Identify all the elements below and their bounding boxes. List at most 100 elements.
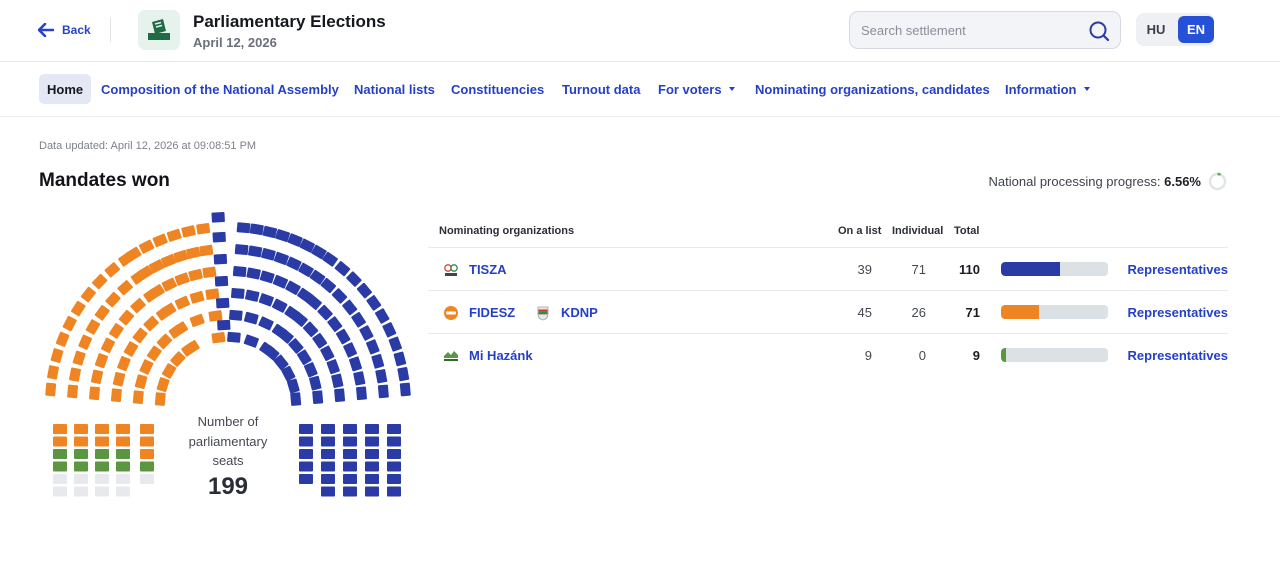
seat-tisza: [375, 369, 388, 384]
seat-tisza: [353, 371, 366, 386]
seat-fidesz: [55, 331, 70, 347]
seat-tisza: [262, 225, 278, 239]
seat-tisza: [258, 316, 274, 331]
seat-tisza: [303, 362, 318, 378]
seat-tisza: [263, 345, 280, 361]
seat-fidesz: [174, 295, 191, 310]
seat-tisza: [288, 338, 304, 354]
seat-tisza: [232, 266, 247, 277]
arrow-left-icon: [38, 23, 54, 37]
party-link-tisza[interactable]: TISZA: [443, 248, 507, 291]
party-link-mi-hazank[interactable]: Mi Hazánk: [443, 334, 533, 377]
seat-fidesz: [188, 268, 203, 282]
header-on-a-list: On a list: [838, 225, 882, 237]
seat-tisza: [343, 342, 358, 358]
on-list-value: 9: [864, 348, 872, 363]
fidesz-logo-icon: [444, 305, 458, 320]
seat-fidesz: [138, 239, 155, 254]
seat-tisza: [327, 316, 343, 332]
lang-hu-button[interactable]: HU: [1146, 22, 1166, 37]
seat-tisza: [343, 486, 357, 497]
seat-tisza: [234, 244, 249, 256]
search-input[interactable]: [850, 12, 1080, 48]
seat-fidesz: [134, 374, 148, 390]
nav-information[interactable]: Information: [1005, 74, 1090, 104]
seat-fidesz: [161, 363, 177, 379]
representatives-link[interactable]: Representatives: [1127, 305, 1228, 320]
seat-vacant: [53, 486, 67, 497]
seat-tisza: [258, 293, 274, 307]
seat-fidesz: [104, 262, 121, 278]
seat-tisza: [213, 253, 228, 265]
seat-fidesz: [140, 424, 154, 434]
app-title: Parliamentary Elections: [193, 12, 386, 31]
seat-tisza: [292, 311, 308, 327]
seat-tisza: [365, 424, 379, 434]
nav-constituencies[interactable]: Constituencies: [451, 81, 545, 97]
seat-tisza: [388, 336, 402, 352]
seat-fidesz: [90, 369, 104, 385]
seat-fidesz: [62, 315, 77, 332]
seat-fidesz: [189, 313, 205, 328]
top-header: Back Parliamentary Elections April 12, 2…: [0, 0, 1280, 62]
party-link-kdnp[interactable]: KDNP: [535, 291, 598, 334]
seat-mi-hazank: [53, 461, 67, 472]
seat-fidesz: [132, 327, 148, 344]
seat-fidesz: [70, 300, 86, 317]
seat-fidesz: [146, 345, 162, 362]
seat-tisza: [321, 436, 335, 447]
party-name: Mi Hazánk: [469, 348, 533, 363]
election-date: April 12, 2026: [193, 35, 277, 50]
seat-tisza: [365, 449, 379, 459]
seat-tisza: [211, 212, 225, 223]
seat-vacant: [116, 486, 130, 497]
seat-tisza: [230, 287, 245, 299]
nav-turnout-data[interactable]: Turnout data: [562, 81, 641, 97]
party-link-fidesz[interactable]: FIDESZ: [443, 291, 515, 334]
seat-tisza: [343, 424, 357, 434]
seat-tisza: [311, 244, 327, 260]
seat-tisza: [331, 288, 348, 304]
seat-tisza: [387, 461, 401, 472]
representatives-link[interactable]: Representatives: [1127, 348, 1228, 363]
main-nav: Home Composition of the National Assembl…: [0, 62, 1280, 117]
seat-vacant: [95, 486, 109, 497]
nav-nominating-organizations[interactable]: Nominating organizations, candidates: [755, 81, 990, 97]
seat-tisza: [335, 328, 351, 345]
back-label: Back: [62, 23, 91, 37]
seat-fidesz: [125, 246, 142, 262]
seat-tisza: [382, 322, 397, 338]
kdnp-logo-icon: [537, 306, 549, 320]
nav-home[interactable]: Home: [39, 74, 92, 104]
seat-mi-hazank: [74, 449, 88, 459]
seat-fidesz: [140, 436, 154, 447]
seat-tisza: [343, 449, 357, 459]
back-button[interactable]: Back: [38, 21, 91, 39]
seat-mi-hazank: [95, 461, 109, 472]
nav-for-voters-label: For voters: [658, 81, 722, 97]
seat-tisza: [322, 251, 338, 267]
seat-fidesz: [92, 273, 108, 290]
ballot-box-icon: [148, 19, 170, 40]
seat-fidesz: [152, 233, 168, 248]
search-icon[interactable]: [1088, 20, 1110, 42]
seat-mi-hazank: [95, 449, 109, 459]
seat-mi-hazank: [74, 461, 88, 472]
seat-fidesz: [78, 334, 93, 350]
seat-mi-hazank: [140, 461, 154, 472]
seat-fidesz: [139, 359, 154, 375]
seat-tisza: [356, 282, 372, 299]
seat-fidesz: [47, 365, 59, 380]
nav-national-lists[interactable]: National lists: [354, 81, 435, 97]
lang-en-button[interactable]: EN: [1178, 16, 1214, 43]
seat-mi-hazank: [116, 449, 130, 459]
nav-composition[interactable]: Composition of the National Assembly: [101, 81, 339, 97]
seat-tisza: [320, 345, 335, 362]
seat-fidesz: [53, 436, 67, 447]
representatives-link[interactable]: Representatives: [1127, 262, 1228, 277]
seat-tisza: [365, 474, 379, 484]
seat-fidesz: [130, 297, 146, 314]
seat-tisza: [321, 449, 335, 459]
language-switcher: HU EN: [1136, 13, 1214, 46]
nav-for-voters[interactable]: For voters: [658, 74, 735, 104]
